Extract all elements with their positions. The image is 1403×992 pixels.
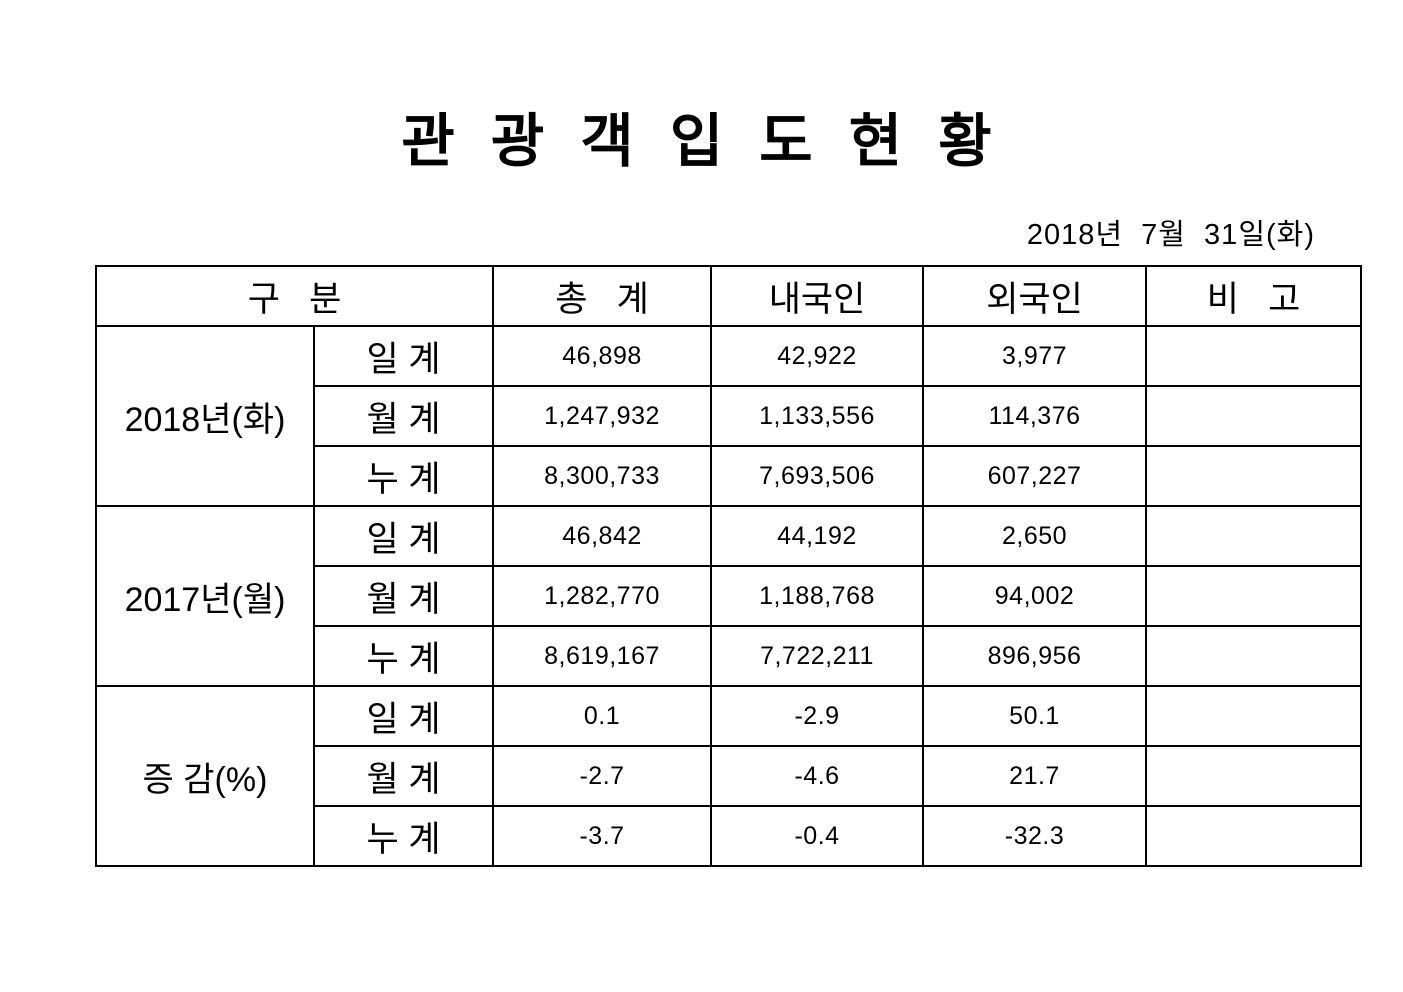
total-value: 46,898: [492, 325, 713, 387]
foreign-value: -32.3: [922, 805, 1148, 867]
row-label: 누 계: [312, 445, 495, 507]
row-label: 일 계: [312, 685, 495, 747]
col-header-category: 구 분: [94, 265, 495, 327]
table-row: 증 감(%) 일 계 0.1 -2.9 50.1: [95, 685, 1363, 867]
total-value: -2.7: [492, 745, 713, 807]
header-row: 구 분 총 계 내국인 외국인 비 고: [94, 265, 1363, 327]
col-header-domestic: 내국인: [710, 265, 925, 327]
group-label-change: 증 감(%): [95, 685, 315, 867]
col-header-total: 총 계: [492, 265, 713, 327]
foreign-value: 3,977: [922, 325, 1148, 387]
table-row: 월 계 -2.7 -4.6 21.7: [96, 745, 1363, 807]
row-label: 누 계: [312, 625, 495, 687]
domestic-value: 7,693,506: [710, 445, 925, 507]
domestic-value: 42,922: [710, 325, 925, 387]
total-value: 1,282,770: [492, 565, 713, 627]
table-row: 월 계 1,247,932 1,133,556 114,376: [96, 385, 1363, 447]
total-value: -3.7: [492, 805, 713, 867]
page-title: 관 광 객 입 도 현 황: [401, 109, 1002, 174]
table-row: 누 계 8,619,167 7,722,211 896,956: [96, 625, 1363, 687]
domestic-value: -2.9: [710, 685, 925, 747]
remarks-cell: [1145, 745, 1363, 807]
col-header-remarks: 비 고: [1145, 265, 1363, 327]
table-row: 2017년(월) 일 계 46,842 44,192 2,650: [95, 505, 1363, 687]
domestic-value: 7,722,211: [710, 625, 925, 687]
row-label: 월 계: [312, 745, 495, 807]
total-value: 0.1: [492, 685, 713, 747]
foreign-value: 896,956: [922, 625, 1148, 687]
table-row: 2018년(화) 일 계 46,898 42,922 3,977: [95, 325, 1363, 507]
foreign-value: 94,002: [922, 565, 1148, 627]
foreign-value: 2,650: [922, 505, 1148, 567]
row-label: 월 계: [312, 385, 495, 447]
col-header-foreign: 외국인: [922, 265, 1148, 327]
domestic-value: -0.4: [710, 805, 925, 867]
domestic-value: 1,188,768: [710, 565, 925, 627]
domestic-value: 1,133,556: [710, 385, 925, 447]
total-value: 1,247,932: [492, 385, 713, 447]
stats-table: 구 분 총 계 내국인 외국인 비 고 2018년(화) 일 계 46,898 …: [94, 265, 1363, 867]
report-date: 2018년 7월 31일(화): [1026, 219, 1315, 251]
remarks-cell: [1145, 385, 1363, 447]
domestic-value: -4.6: [710, 745, 925, 807]
table-row: 누 계 8,300,733 7,693,506 607,227: [96, 445, 1363, 507]
total-value: 8,300,733: [492, 445, 713, 507]
remarks-cell: [1145, 565, 1363, 627]
foreign-value: 607,227: [922, 445, 1148, 507]
row-label: 일 계: [312, 325, 495, 387]
group-label-2018: 2018년(화): [95, 325, 315, 507]
total-value: 8,619,167: [492, 625, 713, 687]
domestic-value: 44,192: [710, 505, 925, 567]
row-label: 누 계: [312, 805, 495, 867]
group-label-2017: 2017년(월): [95, 505, 315, 687]
remarks-cell: [1145, 625, 1363, 687]
table-row: 월 계 1,282,770 1,188,768 94,002: [96, 565, 1363, 627]
remarks-cell: [1145, 325, 1363, 387]
foreign-value: 114,376: [922, 385, 1148, 447]
remarks-cell: [1145, 805, 1363, 867]
remarks-cell: [1145, 505, 1363, 567]
total-value: 46,842: [492, 505, 713, 567]
remarks-cell: [1145, 445, 1363, 507]
row-label: 월 계: [312, 565, 495, 627]
row-label: 일 계: [312, 505, 495, 567]
table-row: 누 계 -3.7 -0.4 -32.3: [96, 805, 1363, 867]
foreign-value: 50.1: [922, 685, 1148, 747]
foreign-value: 21.7: [922, 745, 1148, 807]
remarks-cell: [1145, 685, 1363, 747]
